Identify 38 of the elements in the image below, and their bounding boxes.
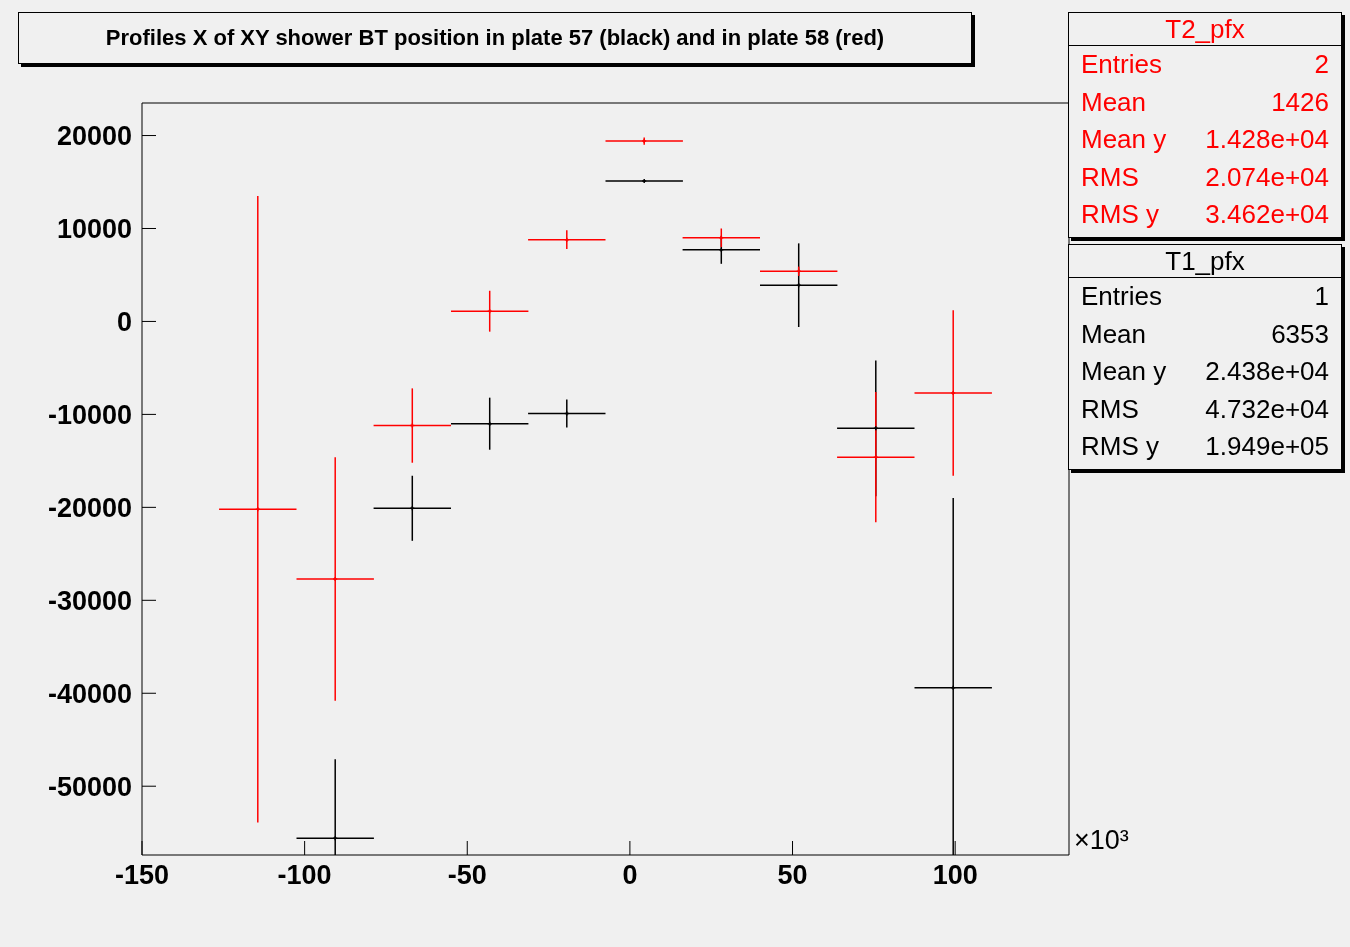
x-tick-label: -50 — [447, 860, 487, 891]
chart-title: Profiles X of XY shower BT position in plate 57 (black) and in plate 58 (red) — [18, 12, 972, 64]
text: RMS y — [1081, 430, 1159, 463]
text: 1.428e+04 — [1205, 123, 1329, 156]
text: T1_pfx — [1069, 245, 1341, 278]
x-tick-label: 50 — [777, 860, 808, 891]
y-tick-label: -40000 — [47, 678, 132, 709]
text: T2_pfx — [1069, 13, 1341, 46]
text: Entries — [1081, 280, 1162, 313]
text: RMS — [1081, 392, 1139, 426]
text: Mean — [1081, 85, 1147, 119]
y-tick-label: -10000 — [47, 399, 132, 430]
y-tick-label: 10000 — [56, 214, 132, 245]
text: Entries — [1081, 48, 1162, 81]
text: 6353 — [1271, 317, 1329, 351]
x-tick-label: 0 — [622, 860, 638, 891]
text: Mean — [1081, 317, 1147, 351]
text: 2.074e+04 — [1205, 160, 1329, 194]
text: 1.949e+05 — [1205, 430, 1329, 463]
text: RMS y — [1081, 198, 1159, 231]
text: 1 — [1314, 280, 1329, 313]
text: Mean y — [1081, 123, 1167, 156]
x-tick-label: -150 — [114, 860, 170, 891]
text: 3.462e+04 — [1205, 198, 1329, 231]
y-tick-label: -30000 — [47, 585, 132, 616]
x-tick-label: 100 — [932, 860, 978, 891]
text: RMS — [1081, 160, 1139, 194]
text: 2.438e+04 — [1205, 355, 1329, 388]
text: 1426 — [1271, 85, 1329, 119]
text: 4.732e+04 — [1205, 392, 1329, 426]
y-tick-label: -50000 — [47, 771, 132, 802]
y-tick-label: -20000 — [47, 492, 132, 523]
text: ×10³ — [1074, 825, 1129, 856]
y-tick-label: 20000 — [56, 121, 132, 152]
text: Mean y — [1081, 355, 1167, 388]
x-tick-label: -100 — [277, 860, 332, 891]
text: 2 — [1314, 48, 1329, 81]
y-tick-label: 0 — [116, 307, 132, 338]
